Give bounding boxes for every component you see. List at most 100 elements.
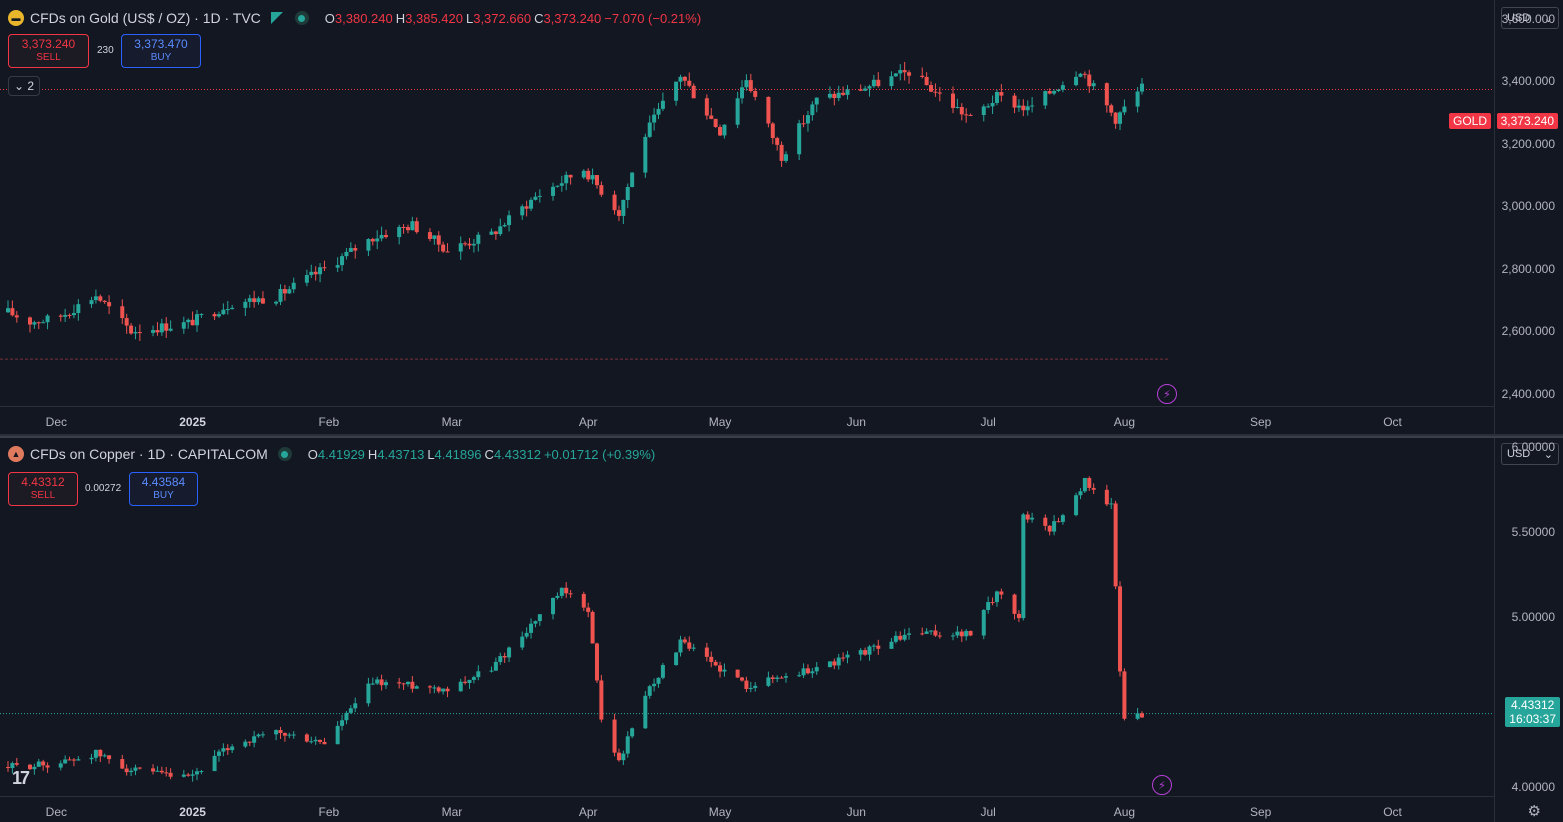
gold-ohlc-label: L	[465, 10, 474, 26]
y-tick-label: 2,800.000	[1501, 261, 1555, 276]
candle	[199, 770, 204, 775]
lightning-icon[interactable]: ⚡	[1152, 775, 1172, 795]
candle	[471, 675, 476, 684]
candle	[353, 697, 358, 713]
pane-divider[interactable]	[0, 434, 1563, 436]
gold-ohlc-label: H	[395, 10, 406, 26]
candle	[621, 750, 626, 766]
candle	[195, 310, 199, 332]
candle	[722, 663, 727, 677]
candle	[951, 632, 955, 641]
candle	[537, 614, 542, 626]
candle	[67, 313, 72, 319]
candle	[405, 224, 410, 234]
candle	[247, 741, 252, 747]
gold-time-axis[interactable]: Dec 2025 Feb Mar Apr May Jun Jul Aug Sep Oct	[0, 406, 1495, 434]
x-tick-label: Dec	[45, 415, 68, 429]
candle	[379, 226, 384, 242]
candle	[1060, 81, 1065, 93]
gold-buy-label: BUY	[150, 52, 172, 63]
gear-icon[interactable]: ⚙	[1527, 803, 1541, 820]
candle	[278, 284, 283, 306]
copper-sell-button[interactable]: 4.43312 SELL	[8, 472, 78, 506]
candle	[775, 136, 780, 151]
candle	[41, 759, 46, 771]
candle	[71, 757, 76, 767]
x-tick-label: Mar	[441, 805, 463, 819]
candle	[313, 266, 318, 281]
copper-chart-pane[interactable]: ▲ CFDs on Copper · 1D · CAPITALCOM O4.41…	[0, 436, 1563, 822]
flag-icon[interactable]	[270, 12, 283, 24]
candle	[190, 769, 195, 782]
copper-symbol-icon: ▲	[8, 446, 24, 462]
candle	[287, 732, 292, 739]
candle	[986, 103, 991, 109]
candle	[1091, 483, 1096, 495]
gold-currency-button[interactable]: USD ⌄	[1501, 7, 1559, 29]
gold-ohlc-c: C3,373.240	[534, 11, 601, 26]
candle	[766, 671, 771, 687]
candle	[427, 228, 432, 242]
candle	[274, 300, 279, 306]
gold-chart-pane[interactable]: ▬ CFDs on Gold (US$ / OZ) · 1D · TVC O3,…	[0, 0, 1563, 434]
candle	[709, 107, 714, 120]
x-tick-label: Dec	[45, 805, 68, 819]
lightning-icon[interactable]: ⚡	[1157, 384, 1177, 404]
candle	[801, 663, 806, 679]
x-tick-label: Oct	[1383, 805, 1402, 819]
gold-price-scale[interactable]: USD ⌄ 3,600.000 3,400.000 3,200.000 3,000.0…	[1494, 0, 1563, 434]
candle	[1074, 71, 1079, 87]
candle	[397, 677, 402, 689]
candle	[159, 318, 164, 336]
market-status-icon[interactable]	[294, 11, 309, 25]
candle	[858, 648, 863, 661]
gold-ohlc-label: O	[324, 10, 335, 26]
collapse-indicators-button[interactable]: ⌄ 2	[8, 76, 40, 96]
candle	[647, 684, 652, 699]
copper-candles[interactable]	[0, 438, 1497, 796]
candle	[524, 627, 529, 639]
candle	[810, 668, 815, 678]
candle	[502, 652, 507, 663]
candle	[129, 322, 134, 335]
candle	[612, 190, 617, 215]
candle	[994, 590, 999, 607]
copper-time-axis[interactable]: Dec 2025 Feb Mar Apr May Jun Jul Aug Sep Oct	[0, 796, 1495, 822]
candle	[775, 675, 780, 683]
gold-sell-price: 3,373.240	[21, 37, 76, 51]
gold-buy-price: 3,373.470	[134, 37, 188, 51]
tradingview-logo[interactable]: 17	[12, 768, 30, 788]
candle	[225, 744, 230, 755]
candle	[401, 682, 406, 690]
copper-buy-button[interactable]: 4.43584 BUY	[129, 472, 198, 506]
candle	[687, 72, 692, 88]
candle	[713, 659, 718, 667]
candle	[313, 736, 318, 745]
candle	[740, 676, 745, 682]
copper-currency-button[interactable]: USD ⌄	[1501, 443, 1559, 465]
market-status-icon[interactable]	[277, 447, 292, 461]
candle	[124, 313, 129, 334]
candle	[871, 643, 876, 652]
gold-candles[interactable]	[0, 0, 1495, 406]
candle	[568, 589, 573, 598]
candle	[529, 618, 534, 639]
candle	[1012, 93, 1017, 114]
candle	[559, 175, 564, 192]
candle	[713, 118, 718, 128]
gold-buy-button[interactable]: 3,373.470 BUY	[121, 34, 201, 68]
candle	[682, 76, 687, 87]
candle	[616, 205, 621, 222]
copper-ohlc-label: C	[484, 446, 494, 462]
candle	[282, 732, 287, 742]
gold-sell-button[interactable]: 3,373.240 SELL	[8, 34, 89, 68]
candle	[682, 636, 687, 645]
candle	[876, 72, 881, 88]
candle	[318, 263, 323, 283]
copper-price-scale[interactable]: USD ⌄ 6.000005.500005.000004.500004.0000…	[1494, 438, 1563, 822]
candle	[414, 217, 419, 234]
copper-title[interactable]: CFDs on Copper · 1D · CAPITALCOM	[30, 446, 268, 462]
candle	[168, 320, 173, 332]
candle	[493, 657, 498, 671]
gold-title[interactable]: CFDs on Gold (US$ / OZ) · 1D · TVC	[30, 10, 261, 26]
